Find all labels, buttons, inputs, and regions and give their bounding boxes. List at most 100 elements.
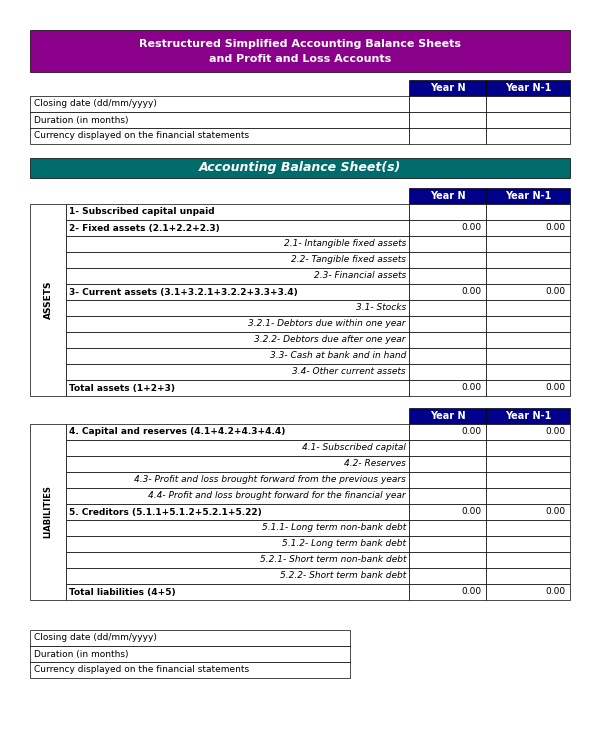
Text: 0.00: 0.00 xyxy=(462,223,482,232)
Bar xyxy=(486,424,570,440)
Bar xyxy=(409,456,486,472)
Bar xyxy=(486,128,570,144)
Bar xyxy=(409,204,486,220)
Text: 2.2- Tangible fixed assets: 2.2- Tangible fixed assets xyxy=(291,255,406,264)
Bar xyxy=(30,30,570,72)
Bar xyxy=(66,348,409,364)
Bar xyxy=(486,332,570,348)
Bar xyxy=(66,268,409,284)
Bar xyxy=(409,568,486,584)
Bar xyxy=(486,204,570,220)
Bar xyxy=(486,284,570,300)
Bar xyxy=(66,252,409,268)
Bar xyxy=(486,112,570,128)
Bar xyxy=(409,300,486,316)
Text: 2.1- Intangible fixed assets: 2.1- Intangible fixed assets xyxy=(284,239,406,248)
Text: 3- Current assets (3.1+3.2.1+3.2.2+3.3+3.4): 3- Current assets (3.1+3.2.1+3.2.2+3.3+3… xyxy=(69,288,298,296)
Bar xyxy=(409,128,486,144)
Text: Duration (in months): Duration (in months) xyxy=(34,650,128,658)
Text: 4.3- Profit and loss brought forward from the previous years: 4.3- Profit and loss brought forward fro… xyxy=(134,475,406,485)
Text: Restructured Simplified Accounting Balance Sheets: Restructured Simplified Accounting Balan… xyxy=(139,39,461,49)
Text: Closing date (dd/mm/yyyy): Closing date (dd/mm/yyyy) xyxy=(34,634,157,642)
Bar xyxy=(409,332,486,348)
Text: 5.1.2- Long term bank debt: 5.1.2- Long term bank debt xyxy=(282,539,406,548)
Bar xyxy=(66,236,409,252)
Bar xyxy=(66,300,409,316)
Text: Total liabilities (4+5): Total liabilities (4+5) xyxy=(69,588,176,596)
Bar xyxy=(409,424,486,440)
Bar xyxy=(486,80,570,96)
Text: 2.3- Financial assets: 2.3- Financial assets xyxy=(314,272,406,280)
Bar xyxy=(66,536,409,552)
Text: Year N: Year N xyxy=(430,411,466,421)
Bar xyxy=(486,584,570,600)
Text: 4.2- Reserves: 4.2- Reserves xyxy=(344,459,406,469)
Bar xyxy=(486,488,570,504)
Text: 1- Subscribed capital unpaid: 1- Subscribed capital unpaid xyxy=(69,207,215,217)
Text: 4. Capital and reserves (4.1+4.2+4.3+4.4): 4. Capital and reserves (4.1+4.2+4.3+4.4… xyxy=(69,428,286,437)
Bar xyxy=(409,584,486,600)
Bar xyxy=(486,520,570,536)
Text: Currency displayed on the financial statements: Currency displayed on the financial stat… xyxy=(34,666,249,675)
Bar xyxy=(66,380,409,396)
Bar xyxy=(409,348,486,364)
Bar xyxy=(66,364,409,380)
Bar xyxy=(486,188,570,204)
Bar xyxy=(409,408,486,424)
Bar xyxy=(30,128,409,144)
Bar xyxy=(66,316,409,332)
Bar xyxy=(66,488,409,504)
Text: 0.00: 0.00 xyxy=(462,383,482,393)
Bar xyxy=(409,316,486,332)
Text: ASSETS: ASSETS xyxy=(44,281,53,319)
Bar xyxy=(409,268,486,284)
Bar xyxy=(30,424,66,600)
Text: 5.2.2- Short term bank debt: 5.2.2- Short term bank debt xyxy=(280,572,406,580)
Bar xyxy=(486,472,570,488)
Bar xyxy=(30,662,350,678)
Text: 0.00: 0.00 xyxy=(546,223,566,232)
Text: 0.00: 0.00 xyxy=(462,588,482,596)
Bar xyxy=(409,488,486,504)
Text: 3.1- Stocks: 3.1- Stocks xyxy=(356,304,406,312)
Text: 0.00: 0.00 xyxy=(546,288,566,296)
Bar xyxy=(409,188,486,204)
Bar xyxy=(486,236,570,252)
Text: Total assets (1+2+3): Total assets (1+2+3) xyxy=(69,383,175,393)
Bar xyxy=(66,552,409,568)
Bar xyxy=(486,220,570,236)
Bar xyxy=(409,220,486,236)
Bar xyxy=(409,380,486,396)
Bar xyxy=(409,520,486,536)
Bar xyxy=(409,80,486,96)
Text: 0.00: 0.00 xyxy=(546,507,566,517)
Bar xyxy=(66,204,409,220)
Text: Closing date (dd/mm/yyyy): Closing date (dd/mm/yyyy) xyxy=(34,99,157,109)
Bar xyxy=(409,440,486,456)
Text: Year N-1: Year N-1 xyxy=(505,411,551,421)
Text: Year N: Year N xyxy=(430,191,466,201)
Bar xyxy=(409,364,486,380)
Bar xyxy=(66,568,409,584)
Text: LIABILITIES: LIABILITIES xyxy=(44,485,53,539)
Bar xyxy=(486,568,570,584)
Text: 5.1.1- Long term non-bank debt: 5.1.1- Long term non-bank debt xyxy=(262,523,406,532)
Bar xyxy=(66,472,409,488)
Text: 0.00: 0.00 xyxy=(462,507,482,517)
Bar xyxy=(409,504,486,520)
Text: 4.4- Profit and loss brought forward for the financial year: 4.4- Profit and loss brought forward for… xyxy=(148,491,406,501)
Bar xyxy=(486,348,570,364)
Bar xyxy=(66,332,409,348)
Text: 0.00: 0.00 xyxy=(462,428,482,437)
Bar xyxy=(486,268,570,284)
Text: 0.00: 0.00 xyxy=(546,383,566,393)
Text: 5. Creditors (5.1.1+5.1.2+5.2.1+5.22): 5. Creditors (5.1.1+5.1.2+5.2.1+5.22) xyxy=(69,507,262,517)
Bar xyxy=(486,252,570,268)
Bar xyxy=(486,316,570,332)
Bar xyxy=(486,96,570,112)
Bar xyxy=(66,440,409,456)
Bar xyxy=(409,472,486,488)
Bar xyxy=(486,300,570,316)
Bar xyxy=(486,364,570,380)
Bar xyxy=(409,96,486,112)
